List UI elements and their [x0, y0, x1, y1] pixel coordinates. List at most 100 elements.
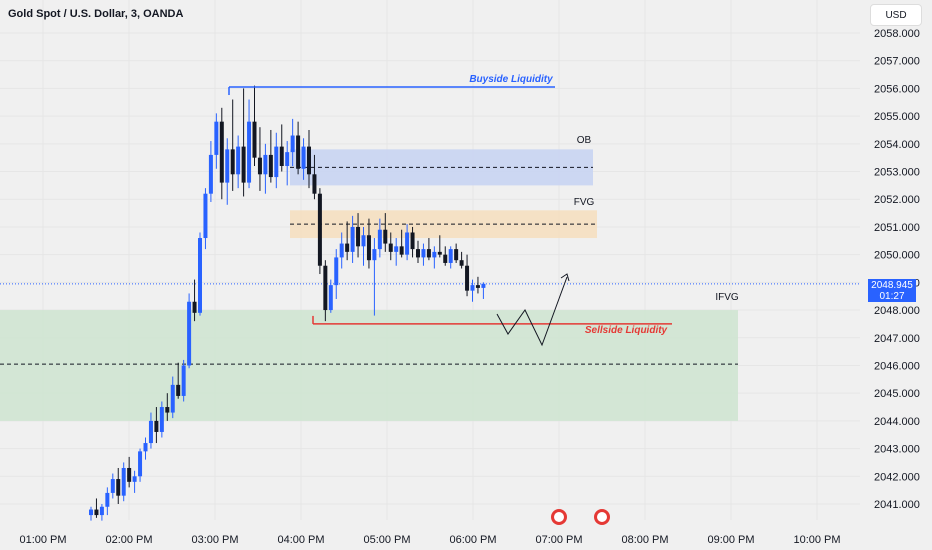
price-tick-label: 2044.000	[874, 416, 920, 428]
candle-body[interactable]	[366, 235, 371, 261]
candle-body[interactable]	[105, 492, 110, 507]
candle-body[interactable]	[388, 243, 393, 252]
candle-body[interactable]	[416, 249, 420, 258]
candle-body[interactable]	[426, 249, 431, 258]
candle-body[interactable]	[263, 154, 268, 175]
candle-body[interactable]	[328, 285, 333, 311]
candle-body[interactable]	[94, 509, 99, 516]
price-tick-label: 2048.000	[874, 305, 920, 317]
price-tick-label: 2051.000	[874, 222, 920, 234]
candle-body[interactable]	[99, 506, 104, 516]
candle-body[interactable]	[361, 235, 366, 247]
liquidity-label: Buyside Liquidity	[469, 74, 553, 85]
candle-body[interactable]	[448, 249, 453, 263]
candle-body[interactable]	[394, 246, 399, 252]
time-tick-label: 10:00 PM	[793, 534, 840, 546]
price-tick-label: 2041.000	[874, 499, 920, 511]
time-axis[interactable]: 01:00 PM 02:00 PM 03:00 PM 04:00 PM 05:00 PM…	[19, 534, 840, 546]
candle-body[interactable]	[465, 265, 470, 291]
zone-label-ifvg: IFVG	[715, 292, 739, 303]
time-tick-label: 08:00 PM	[621, 534, 668, 546]
candle-body[interactable]	[148, 420, 153, 444]
candle-body[interactable]	[170, 384, 175, 413]
candle-body[interactable]	[236, 146, 241, 175]
candle-body[interactable]	[176, 384, 181, 396]
time-tick-label: 05:00 PM	[363, 534, 410, 546]
candle-body[interactable]	[317, 193, 322, 266]
candle-body[interactable]	[143, 443, 148, 452]
price-tick-label: 2057.000	[874, 56, 920, 68]
candles[interactable]	[89, 85, 486, 521]
price-tick-label: 2053.000	[874, 167, 920, 179]
candle-body[interactable]	[279, 146, 284, 166]
candle-body[interactable]	[138, 451, 143, 477]
candle-body[interactable]	[116, 479, 121, 496]
candle-body[interactable]	[399, 246, 404, 255]
time-tick-label: 07:00 PM	[535, 534, 582, 546]
time-tick-label: 09:00 PM	[707, 534, 754, 546]
candle-body[interactable]	[257, 157, 262, 175]
candle-body[interactable]	[459, 260, 464, 266]
candle-body[interactable]	[241, 146, 246, 183]
candle-body[interactable]	[274, 146, 279, 178]
candle-body[interactable]	[181, 365, 186, 396]
candle-body[interactable]	[383, 229, 388, 244]
candle-body[interactable]	[187, 301, 192, 366]
time-tick-label: 04:00 PM	[277, 534, 324, 546]
candle-body[interactable]	[350, 226, 355, 252]
candle-body[interactable]	[214, 121, 219, 155]
candle-body[interactable]	[230, 149, 235, 175]
price-tick-label: 2043.000	[874, 444, 920, 456]
candle-body[interactable]	[334, 257, 339, 286]
candle-body[interactable]	[159, 407, 164, 432]
projection-path	[496, 273, 570, 347]
candle-body[interactable]	[247, 121, 252, 183]
candle-body[interactable]	[443, 254, 448, 263]
candle-body[interactable]	[454, 249, 459, 261]
candle-body[interactable]	[132, 476, 137, 482]
candle-body[interactable]	[339, 243, 344, 258]
current-price-label: 2048.945	[871, 280, 913, 291]
candle-body[interactable]	[154, 420, 159, 432]
candle-body[interactable]	[110, 479, 115, 493]
candle-body[interactable]	[437, 251, 442, 255]
candle-body[interactable]	[198, 238, 202, 313]
candle-body[interactable]	[203, 193, 208, 239]
candle-body[interactable]	[121, 467, 126, 496]
candle-body[interactable]	[127, 467, 132, 482]
time-tick-label: 03:00 PM	[191, 534, 238, 546]
candle-body[interactable]	[372, 249, 377, 261]
candle-body[interactable]	[312, 174, 317, 194]
candle-body[interactable]	[296, 135, 301, 169]
candle-body[interactable]	[208, 154, 213, 194]
candle-body[interactable]	[475, 285, 480, 288]
liquidity-levels: Buyside Liquidity Sellside Liquidity	[228, 74, 672, 336]
candle-body[interactable]	[356, 226, 361, 247]
candle-body[interactable]	[252, 121, 257, 158]
candle-body[interactable]	[405, 232, 410, 255]
candle-body[interactable]	[225, 149, 230, 183]
candle-body[interactable]	[421, 249, 426, 258]
candle-body[interactable]	[470, 285, 475, 291]
candle-body[interactable]	[192, 301, 197, 313]
candle-body[interactable]	[285, 152, 290, 166]
candle-body[interactable]	[89, 509, 93, 516]
currency-button[interactable]: USD	[870, 4, 922, 26]
candle-body[interactable]	[377, 229, 382, 250]
candle-body[interactable]	[323, 265, 328, 311]
candle-body[interactable]	[345, 243, 350, 252]
candle-body[interactable]	[410, 232, 415, 250]
candle-body[interactable]	[432, 251, 437, 258]
candle-body[interactable]	[268, 154, 273, 178]
price-tick-label: 2042.000	[874, 471, 920, 483]
event-icons	[551, 509, 610, 525]
candle-body[interactable]	[481, 283, 486, 288]
candle-body[interactable]	[219, 121, 224, 183]
candle-body[interactable]	[301, 146, 306, 169]
price-tick-label: 2045.000	[874, 388, 920, 400]
candle-body[interactable]	[307, 146, 311, 175]
candle-body[interactable]	[290, 135, 295, 153]
symbol-title: Gold Spot / U.S. Dollar, 3, OANDA	[8, 8, 184, 20]
candle-body[interactable]	[165, 407, 170, 413]
